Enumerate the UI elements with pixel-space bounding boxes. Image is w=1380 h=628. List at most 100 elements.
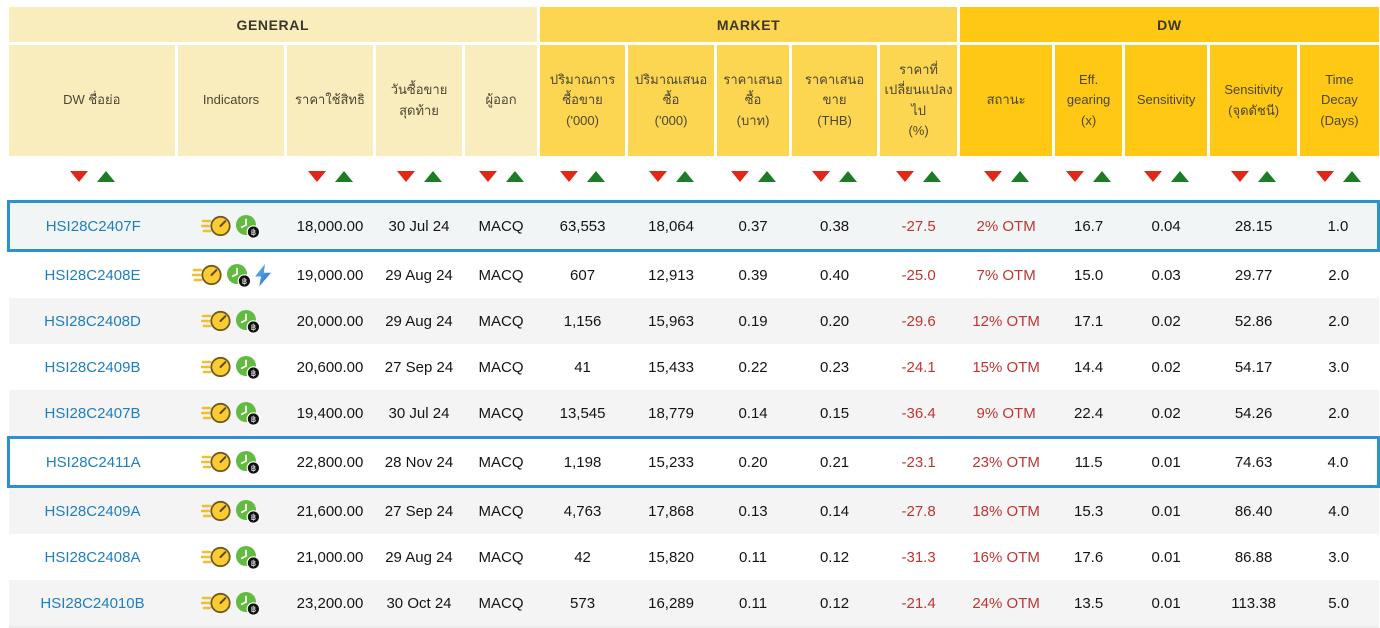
sort-asc-icon[interactable] [587, 171, 606, 182]
sort-asc-icon[interactable] [334, 171, 353, 182]
sort-desc-icon[interactable] [1231, 171, 1250, 182]
cell-time-decay: 3.0 [1298, 344, 1379, 390]
cell-time-decay: 1.0 [1298, 200, 1380, 252]
sort-control-bid-price [715, 156, 791, 202]
sort-desc-icon[interactable] [70, 171, 88, 182]
sort-desc-icon[interactable] [1316, 171, 1335, 182]
sort-desc-icon[interactable] [1066, 171, 1085, 182]
sort-desc-icon[interactable] [1143, 171, 1162, 182]
dw-symbol-link[interactable]: HSI28C2408D [44, 312, 141, 330]
sort-asc-icon[interactable] [675, 171, 694, 182]
cell-issuer: MACQ [463, 390, 539, 438]
sort-desc-icon[interactable] [478, 171, 497, 182]
cell-traded-volume: 41 [538, 344, 627, 390]
sort-control-time-decay [1298, 156, 1379, 202]
column-header-ask-price: ราคาเสนอ ขาย (THB) [790, 43, 881, 156]
svg-text:฿: ฿ [251, 414, 256, 424]
dw-symbol-link[interactable]: HSI28C24010B [40, 594, 145, 612]
table-row: HSI28C2409A ฿ 21,600.00 27 Sep 24 MACQ 4… [8, 486, 1379, 534]
sort-desc-icon[interactable] [396, 171, 415, 182]
cell-dw-symbol: HSI28C2407F [7, 200, 177, 252]
lightning-bolt-icon [254, 263, 271, 286]
sort-asc-icon[interactable] [1343, 171, 1362, 182]
svg-text:฿: ฿ [251, 512, 256, 522]
sort-arrows[interactable] [478, 171, 524, 182]
sort-arrows[interactable] [648, 171, 694, 182]
sort-asc-icon[interactable] [1258, 171, 1277, 182]
sort-asc-icon[interactable] [923, 171, 942, 182]
column-header-sensitivity: Sensitivity [1123, 43, 1211, 156]
cell-time-decay: 2.0 [1298, 298, 1379, 344]
group-header-general: GENERAL [8, 7, 541, 45]
dw-symbol-link[interactable]: HSI28C2407F [45, 217, 141, 235]
sort-arrows[interactable] [1143, 171, 1189, 182]
sort-arrows[interactable] [396, 171, 442, 182]
sort-arrows[interactable] [1316, 171, 1362, 182]
fast-expiry-clock-icon [191, 264, 222, 286]
sort-asc-icon[interactable] [839, 171, 858, 182]
cell-time-decay: 4.0 [1298, 486, 1379, 534]
sort-control-sensitivity [1123, 156, 1209, 202]
sort-desc-icon[interactable] [983, 171, 1002, 182]
sort-desc-icon[interactable] [648, 171, 667, 182]
cell-bid-volume: 16,289 [626, 580, 716, 628]
sort-arrows[interactable] [1231, 171, 1277, 182]
cell-sensitivity-index: 54.26 [1208, 390, 1299, 438]
cell-ask-price: 0.12 [790, 534, 879, 580]
cell-traded-volume: 4,763 [538, 486, 627, 534]
sort-control-bid-volume [626, 156, 716, 202]
sort-asc-icon[interactable] [757, 171, 776, 182]
cell-eff-gearing: 17.6 [1053, 534, 1124, 580]
fast-expiry-clock-icon [201, 356, 231, 378]
cell-indicators: ฿ [176, 390, 286, 438]
dw-symbol-link[interactable]: HSI28C2408E [44, 266, 141, 284]
cell-price-change-pct: -21.4 [878, 580, 959, 628]
sort-arrows[interactable] [730, 171, 776, 182]
sort-arrows[interactable] [560, 171, 606, 182]
group-header-market: MARKET [538, 7, 961, 45]
cell-issuer: MACQ [463, 580, 539, 628]
sort-control-exercise-price [285, 156, 375, 202]
sort-asc-icon[interactable] [423, 171, 442, 182]
cell-indicators: ฿ [176, 486, 286, 534]
sort-arrows[interactable] [1066, 171, 1112, 182]
sort-asc-icon[interactable] [1010, 171, 1029, 182]
group-header-dw: DW [958, 7, 1379, 45]
sort-desc-icon[interactable] [730, 171, 749, 182]
cell-dw-symbol: HSI28C2409A [8, 486, 177, 534]
cell-traded-volume: 42 [538, 534, 627, 580]
dw-symbol-link[interactable]: HSI28C2407B [44, 404, 141, 422]
sort-desc-icon[interactable] [307, 171, 326, 182]
fast-expiry-clock-icon [201, 500, 231, 522]
dw-symbol-link[interactable]: HSI28C2409B [44, 358, 141, 376]
dw-symbol-link[interactable]: HSI28C2409A [44, 502, 141, 520]
sort-arrows[interactable] [983, 171, 1029, 182]
cell-last-trading-date: 29 Aug 24 [374, 298, 464, 344]
sort-asc-icon[interactable] [505, 171, 524, 182]
sort-arrows[interactable] [70, 171, 115, 182]
cell-time-decay: 5.0 [1298, 580, 1379, 628]
sort-arrows[interactable] [896, 171, 942, 182]
sort-arrows[interactable] [812, 171, 858, 182]
cell-eff-gearing: 13.5 [1053, 580, 1124, 628]
cell-sensitivity-index: 54.17 [1208, 344, 1299, 390]
cell-issuer: MACQ [463, 436, 539, 488]
cell-time-decay: 3.0 [1298, 534, 1379, 580]
column-header-issuer: ผู้ออก [463, 43, 541, 156]
cell-sensitivity: 0.01 [1123, 486, 1209, 534]
sort-arrows[interactable] [307, 171, 353, 182]
cell-exercise-price: 22,800.00 [285, 436, 375, 488]
cell-traded-volume: 607 [538, 250, 627, 298]
sort-asc-icon[interactable] [97, 171, 115, 182]
sort-desc-icon[interactable] [560, 171, 579, 182]
cell-price-change-pct: -23.1 [878, 436, 959, 488]
sort-desc-icon[interactable] [896, 171, 915, 182]
dw-symbol-link[interactable]: HSI28C2411A [45, 453, 141, 471]
time-decay-baht-clock-icon: ฿ [236, 355, 261, 380]
dw-symbol-link[interactable]: HSI28C2408A [44, 548, 141, 566]
sort-desc-icon[interactable] [812, 171, 831, 182]
cell-eff-gearing: 22.4 [1053, 390, 1124, 438]
sort-asc-icon[interactable] [1170, 171, 1189, 182]
sort-asc-icon[interactable] [1093, 171, 1112, 182]
cell-price-change-pct: -24.1 [878, 344, 959, 390]
